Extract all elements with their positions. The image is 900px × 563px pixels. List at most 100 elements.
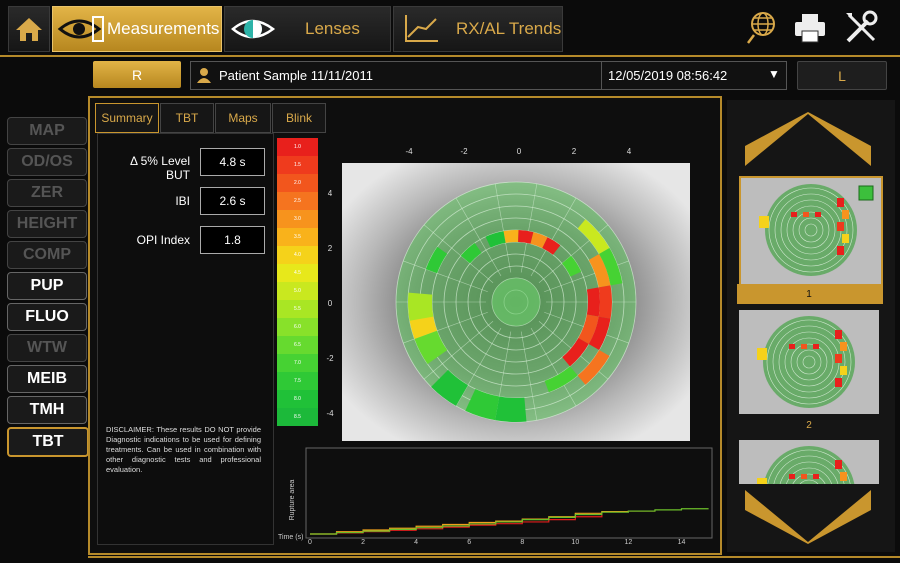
scroll-up-button[interactable] <box>743 110 873 168</box>
graph-x-tick: 8 <box>520 539 524 546</box>
thumbnail-2[interactable] <box>739 310 879 414</box>
tab-lenses-label: Lenses <box>305 19 360 38</box>
tab-maps[interactable]: Maps <box>215 103 271 133</box>
home-button[interactable] <box>8 6 50 52</box>
map-sector-line <box>455 197 502 277</box>
scale-cell: 2.5 <box>277 192 318 210</box>
scale-cell: 6.0 <box>277 318 318 336</box>
scale-cell: 4.0 <box>277 246 318 264</box>
tab-rx-al-trends[interactable]: RX/AL Trends <box>393 6 563 52</box>
thumbnail-1[interactable] <box>739 176 883 286</box>
breakup-patch <box>425 246 448 274</box>
nav-meib[interactable]: MEIB <box>7 365 87 393</box>
tab-rx-al-trends-label: RX/AL Trends <box>456 19 562 38</box>
scale-cell: 1.0 <box>277 138 318 156</box>
breakup-patch <box>599 248 623 286</box>
breakup-patch <box>562 338 589 367</box>
nav-map: MAP <box>7 117 87 145</box>
nav-tmh[interactable]: TMH <box>7 396 87 424</box>
scale-cell: 1.5 <box>277 156 318 174</box>
nav-od-os: OD/OS <box>7 148 87 176</box>
map-x-tick: 0 <box>517 147 522 156</box>
breakup-patch <box>588 254 611 288</box>
map-sector-line <box>530 197 577 277</box>
thumbnail-image <box>741 178 881 284</box>
lens-icon <box>231 19 276 39</box>
nav-fluo[interactable]: FLUO <box>7 303 87 331</box>
breakup-patch <box>561 255 582 277</box>
scale-cell: 8.5 <box>277 408 318 426</box>
right-eye-button[interactable]: R <box>93 61 181 88</box>
thumbnail-2-label: 2 <box>806 420 812 431</box>
graph-x-label: Time (s) <box>278 534 303 541</box>
nav-tbt[interactable]: TBT <box>7 427 89 457</box>
exam-date-dropdown[interactable]: 12/05/2019 08:56:42 ▼ <box>601 62 786 89</box>
metric-value-opi: 1.8 <box>200 226 265 254</box>
graph-x-ticks: 0 2 4 6 8 10 12 14 <box>308 539 685 546</box>
left-eye-button[interactable]: L <box>797 61 887 90</box>
nav-height: HEIGHT <box>7 210 87 238</box>
map-sector-line <box>403 260 488 293</box>
map-sector-line <box>520 331 538 421</box>
breakup-patch <box>544 366 578 393</box>
tools-icon[interactable] <box>843 10 879 46</box>
map-sector-line <box>494 183 512 273</box>
breakup-patch <box>485 231 506 248</box>
metric-value-but: 4.8 s <box>200 148 265 176</box>
scale-cell: 8.0 <box>277 390 318 408</box>
map-x-axis: -4 -2 0 2 4 <box>405 147 631 156</box>
chevron-down-scroll-icon <box>745 490 871 544</box>
thumbnail-image <box>739 310 879 414</box>
breakup-patch <box>408 292 434 321</box>
breakup-patch <box>586 287 600 317</box>
tab-summary[interactable]: Summary <box>95 103 159 133</box>
scale-cell: 7.0 <box>277 354 318 372</box>
metric-label-opi: OPI Index <box>136 233 190 247</box>
toolbar-divider <box>0 55 900 57</box>
thumbnail-image <box>739 440 879 484</box>
scroll-down-button[interactable] <box>743 488 873 546</box>
graph-x-tick: 10 <box>571 539 579 546</box>
graph-plot-area <box>305 447 713 539</box>
nav-pup[interactable]: PUP <box>7 272 87 300</box>
tab-measurements[interactable]: Measurements <box>52 6 222 52</box>
patient-selector[interactable]: Patient Sample 11/11/2011 12/05/2019 08:… <box>190 61 787 90</box>
scale-cell: 2.0 <box>277 174 318 192</box>
thumbnail-3[interactable] <box>739 440 879 484</box>
scale-cell: 3.5 <box>277 228 318 246</box>
map-y-tick: 2 <box>328 244 333 253</box>
metric-label-but: Δ 5% Level BUT <box>129 154 190 182</box>
tab-measurements-label: Measurements <box>107 19 220 38</box>
tab-lenses[interactable]: Lenses <box>224 6 391 52</box>
tab-blink[interactable]: Blink <box>272 103 326 133</box>
scale-cell: 6.5 <box>277 336 318 354</box>
breakup-patch <box>577 219 610 254</box>
breakup-patch <box>503 230 519 243</box>
scale-cell: 4.5 <box>277 264 318 282</box>
scale-cell: 3.0 <box>277 210 318 228</box>
disclaimer-text: DISCLAIMER: These results DO NOT provide… <box>106 425 261 474</box>
scale-cell: 5.0 <box>277 282 318 300</box>
checkbox-icon <box>858 185 874 201</box>
map-x-tick: 4 <box>627 147 632 156</box>
graph-series <box>310 508 709 535</box>
tear-breakup-map: -4 -2 0 2 4 4 2 0 -2 -4 <box>326 147 690 441</box>
breakup-patch <box>495 396 527 422</box>
top-toolbar: Measurements Lenses RX/AL Trends <box>0 0 900 55</box>
map-x-tick: 2 <box>572 147 577 156</box>
globe-icon[interactable] <box>744 10 778 46</box>
thumbnail-1-selected-bar <box>737 284 883 304</box>
breakup-patches <box>408 219 623 422</box>
graph-x-tick: 2 <box>361 539 365 546</box>
breakup-patch <box>518 230 534 244</box>
graph-x-tick: 0 <box>308 539 312 546</box>
map-y-tick: 4 <box>328 189 333 198</box>
breakup-patch <box>460 243 482 264</box>
map-sector-line <box>423 321 494 380</box>
tab-tbt[interactable]: TBT <box>160 103 214 133</box>
trend-chart-icon <box>405 15 438 42</box>
breakup-patch <box>414 330 448 364</box>
graph-y-label: Rupture area <box>289 479 296 520</box>
printer-icon[interactable] <box>793 12 827 44</box>
chevron-down-icon: ▼ <box>768 67 780 81</box>
